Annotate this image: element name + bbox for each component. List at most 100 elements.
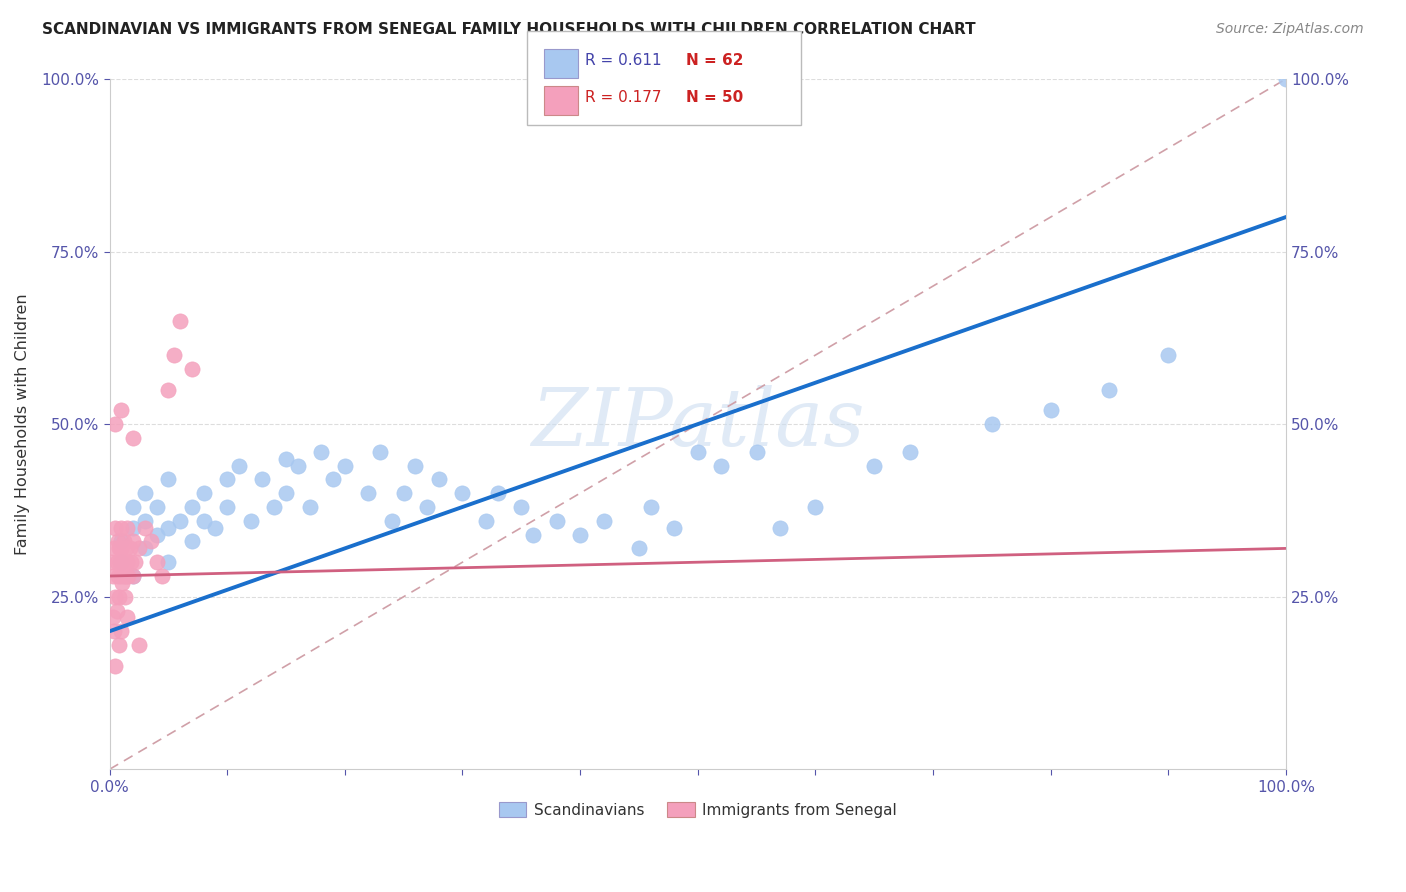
Point: [368, 444, 391, 458]
Text: SCANDINAVIAN VS IMMIGRANTS FROM SENEGAL FAMILY HOUSEHOLDS WITH CHILDREN CORRELAT: SCANDINAVIAN VS IMMIGRANTS FROM SENEGAL …: [42, 22, 976, 37]
Point: [128, 541, 150, 556]
Point: [592, 514, 614, 528]
Text: R = 0.611: R = 0.611: [585, 54, 661, 68]
Point: [101, 555, 124, 569]
Point: [980, 417, 1002, 431]
Point: [169, 313, 191, 327]
Legend: Scandinavians, Immigrants from Senegal: Scandinavians, Immigrants from Senegal: [492, 796, 903, 824]
Point: [103, 541, 125, 556]
Point: [898, 444, 921, 458]
Point: [863, 458, 886, 473]
Text: N = 62: N = 62: [686, 54, 744, 68]
Point: [114, 555, 136, 569]
Point: [710, 458, 733, 473]
Point: [486, 486, 509, 500]
Point: [287, 458, 309, 473]
Point: [145, 555, 167, 569]
Point: [145, 500, 167, 514]
Point: [107, 569, 129, 583]
Y-axis label: Family Households with Children: Family Households with Children: [15, 293, 30, 555]
Point: [180, 500, 202, 514]
Point: [322, 472, 344, 486]
Point: [640, 500, 662, 514]
Point: [627, 541, 650, 556]
Point: [108, 555, 131, 569]
Point: [157, 472, 180, 486]
Point: [1039, 403, 1062, 417]
Point: [134, 486, 156, 500]
Point: [193, 486, 215, 500]
Point: [134, 521, 156, 535]
Point: [108, 590, 131, 604]
Point: [357, 486, 380, 500]
Point: [104, 521, 127, 535]
Point: [101, 610, 124, 624]
Point: [115, 541, 138, 556]
Point: [204, 521, 226, 535]
Point: [105, 555, 128, 569]
Point: [115, 521, 138, 535]
Text: ZIPatlas: ZIPatlas: [531, 385, 865, 463]
Point: [252, 472, 274, 486]
Point: [124, 555, 146, 569]
Point: [157, 555, 180, 569]
Point: [180, 362, 202, 376]
Point: [110, 541, 132, 556]
Point: [311, 444, 333, 458]
Point: [228, 458, 250, 473]
Point: [122, 569, 145, 583]
Point: [274, 451, 297, 466]
Point: [392, 486, 415, 500]
Point: [274, 486, 297, 500]
Point: [112, 534, 135, 549]
Point: [522, 527, 544, 541]
Point: [1098, 383, 1121, 397]
Point: [111, 555, 134, 569]
Point: [416, 500, 439, 514]
Point: [122, 521, 145, 535]
Point: [263, 500, 285, 514]
Point: [108, 638, 131, 652]
Point: [298, 500, 321, 514]
Point: [745, 444, 768, 458]
Point: [104, 590, 127, 604]
Point: [115, 569, 138, 583]
Point: [427, 472, 450, 486]
Point: [163, 348, 186, 362]
Point: [381, 514, 404, 528]
Point: [120, 555, 142, 569]
Point: [104, 658, 127, 673]
Point: [217, 472, 239, 486]
Point: [122, 431, 145, 445]
Point: [510, 500, 533, 514]
Point: [110, 403, 132, 417]
Point: [103, 624, 125, 639]
Point: [101, 569, 124, 583]
Text: Source: ZipAtlas.com: Source: ZipAtlas.com: [1216, 22, 1364, 37]
Point: [664, 521, 686, 535]
Point: [134, 514, 156, 528]
Point: [157, 383, 180, 397]
Point: [804, 500, 827, 514]
Point: [115, 610, 138, 624]
Point: [546, 514, 568, 528]
Point: [122, 569, 145, 583]
Point: [152, 569, 174, 583]
Point: [117, 569, 139, 583]
Text: N = 50: N = 50: [686, 90, 744, 105]
Point: [1275, 72, 1298, 87]
Point: [157, 521, 180, 535]
Point: [110, 555, 132, 569]
Point: [110, 534, 132, 549]
Point: [475, 514, 498, 528]
Point: [139, 534, 162, 549]
Point: [122, 500, 145, 514]
Point: [193, 514, 215, 528]
Point: [1157, 348, 1180, 362]
Point: [404, 458, 426, 473]
Point: [239, 514, 262, 528]
Point: [180, 534, 202, 549]
Point: [110, 569, 132, 583]
Point: [112, 569, 135, 583]
Point: [333, 458, 356, 473]
